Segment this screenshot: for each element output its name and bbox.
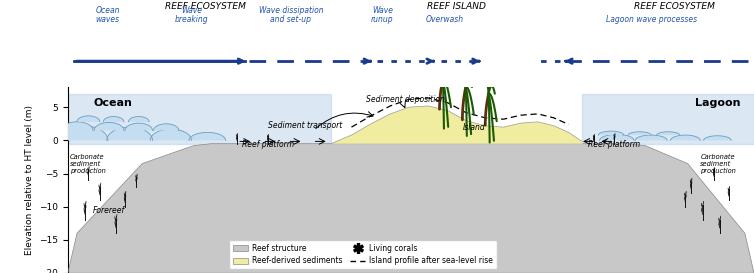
Y-axis label: Elevation relative to HT level (m): Elevation relative to HT level (m) [25, 105, 34, 255]
Polygon shape [68, 94, 331, 144]
Text: REEF ECOSYSTEM: REEF ECOSYSTEM [633, 2, 714, 11]
Polygon shape [189, 132, 225, 140]
Polygon shape [599, 134, 634, 140]
Text: Ocean: Ocean [93, 98, 132, 108]
Legend: Reef structure, Reef-derived sediments, Living corals, Island profile after sea-: Reef structure, Reef-derived sediments, … [229, 240, 497, 269]
Polygon shape [599, 131, 624, 135]
Polygon shape [128, 117, 149, 122]
Text: Reef platform: Reef platform [242, 140, 294, 149]
Polygon shape [103, 117, 124, 122]
Text: REEF ISLAND: REEF ISLAND [428, 2, 486, 11]
Polygon shape [657, 132, 679, 135]
Polygon shape [107, 127, 152, 140]
Polygon shape [628, 132, 651, 135]
Text: Carbonate
sediment
production: Carbonate sediment production [70, 154, 106, 174]
Text: Lagoon: Lagoon [694, 98, 740, 108]
Text: Overwash: Overwash [426, 16, 464, 25]
Polygon shape [77, 116, 100, 122]
Polygon shape [68, 144, 754, 273]
Text: Ocean
waves: Ocean waves [96, 6, 120, 25]
Text: Forereef: Forereef [93, 206, 125, 215]
Text: Reef platform: Reef platform [588, 140, 640, 149]
Polygon shape [582, 94, 754, 144]
Polygon shape [94, 123, 124, 130]
Text: Island: Island [462, 123, 486, 132]
Polygon shape [61, 122, 93, 130]
Polygon shape [154, 124, 179, 130]
Text: Lagoon wave processes: Lagoon wave processes [605, 16, 697, 25]
Polygon shape [635, 135, 667, 140]
Polygon shape [670, 135, 700, 140]
Text: Wave
runup: Wave runup [371, 6, 394, 25]
Text: REEF ECOSYSTEM: REEF ECOSYSTEM [164, 2, 246, 11]
Polygon shape [125, 123, 152, 130]
Text: Sediment transport: Sediment transport [268, 121, 342, 130]
Polygon shape [150, 129, 192, 140]
Polygon shape [703, 136, 731, 140]
Text: Wave dissipation
and set-up: Wave dissipation and set-up [259, 6, 323, 25]
Text: Carbonate
sediment
production: Carbonate sediment production [700, 154, 736, 174]
Text: Sediment deposition: Sediment deposition [366, 95, 445, 104]
Polygon shape [60, 126, 108, 140]
Polygon shape [331, 106, 582, 144]
Text: Wave
breaking: Wave breaking [175, 6, 208, 25]
